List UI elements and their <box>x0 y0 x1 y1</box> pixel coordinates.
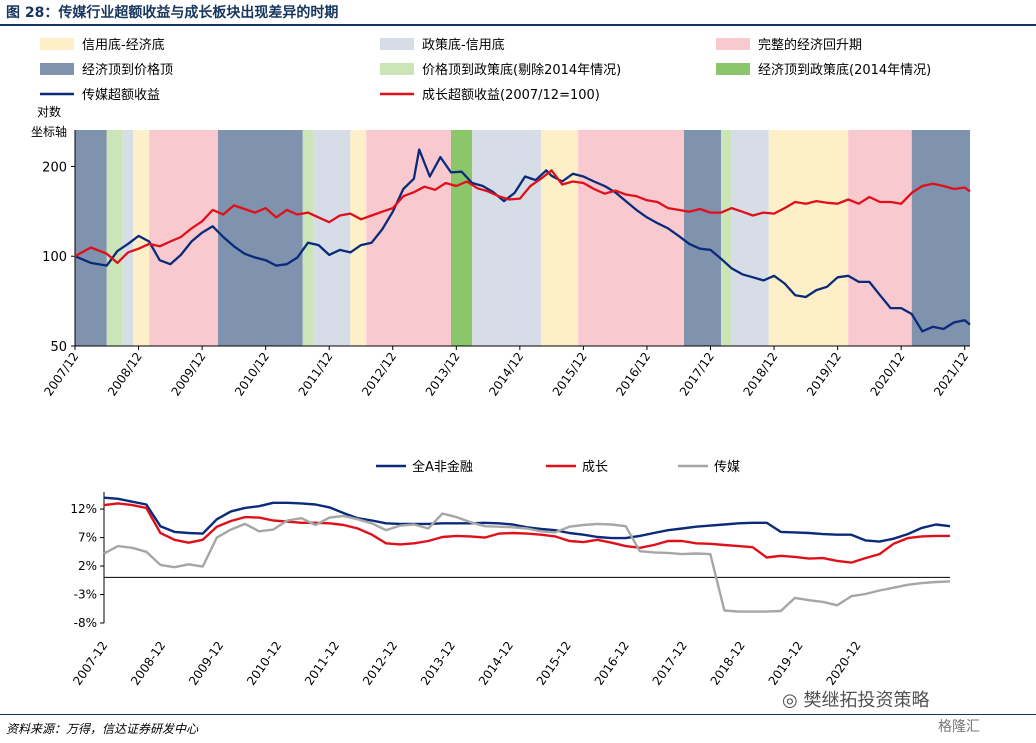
x-tick-label: 2014-12 <box>476 639 516 688</box>
series-line-allA_nonfin <box>103 496 951 543</box>
x-tick-label: 2008-12 <box>128 639 168 688</box>
y-tick-label: -8% <box>74 616 97 630</box>
legend-label: 成长超额收益(2007/12=100) <box>422 88 600 103</box>
phase-band <box>721 130 732 346</box>
wechat-icon: ◎ <box>782 690 798 711</box>
source-rule <box>0 714 1036 715</box>
y-tick-label: 200 <box>42 160 67 175</box>
series-line-growth_roe <box>103 502 950 564</box>
x-tick-label: 2016-12 <box>592 639 632 688</box>
x-tick-label: 2012/12 <box>359 350 399 399</box>
legend-label: 经济顶到政策底(2014年情况) <box>758 62 931 78</box>
legend-label: 成长 <box>582 460 608 475</box>
y-tick-label: 12% <box>70 502 97 516</box>
legend-swatch <box>380 38 414 50</box>
title-rule <box>0 24 1036 26</box>
x-tick-label: 2019/12 <box>804 350 844 399</box>
x-tick-label: 2007-12 <box>70 639 110 688</box>
phase-band <box>302 130 314 346</box>
legend-swatch <box>380 63 414 75</box>
legend-label: 完整的经济回升期 <box>758 37 862 53</box>
x-tick-label: 2008/12 <box>105 350 145 399</box>
phase-band <box>768 130 849 346</box>
x-tick-label: 2019-12 <box>766 639 806 688</box>
legend-swatch <box>716 63 750 75</box>
legend-label: 政策底-信用底 <box>422 37 505 53</box>
phase-band <box>472 130 542 346</box>
y-tick-label: 2% <box>78 559 97 573</box>
x-tick-label: 2017/12 <box>677 350 717 399</box>
x-tick-label: 2020-12 <box>824 639 864 688</box>
x-tick-label: 2018/12 <box>740 350 780 399</box>
x-tick-label: 2009/12 <box>168 350 208 399</box>
legend-swatch <box>40 38 74 50</box>
legend-label: 传媒 <box>714 460 740 475</box>
legend-label: 价格顶到政策底(剔除2014年情况) <box>422 62 621 78</box>
series-line-growth_excess <box>74 169 971 265</box>
watermark: ◎ 樊继拓投资策略 <box>782 686 929 712</box>
phase-band <box>149 130 218 346</box>
phase-band <box>451 130 473 346</box>
phase-band <box>217 130 303 346</box>
watermark-logo: 格隆汇 <box>938 719 980 735</box>
phase-band <box>578 130 685 346</box>
chart-roe: -8% -3% 2% 7% 12% 2007-12 2008-12 2009-12 2010-1… <box>70 459 951 688</box>
phase-band <box>848 130 912 346</box>
phase-band <box>366 130 452 346</box>
phase-band <box>106 130 123 346</box>
phase-band <box>350 130 367 346</box>
legend-label: 全A非金融 <box>412 459 473 475</box>
phase-band <box>75 130 107 346</box>
y-tick-label: -3% <box>74 588 97 602</box>
x-tick-label: 2013/12 <box>423 350 463 399</box>
x-tick-label: 2017-12 <box>650 639 690 688</box>
phase-band <box>684 130 722 346</box>
y-tick-label: 50 <box>50 340 67 355</box>
x-tick-label: 2021/12 <box>931 350 971 399</box>
x-tick-label: 2012-12 <box>360 639 400 688</box>
x-tick-label: 2013-12 <box>418 639 458 688</box>
legend-label: 传媒超额收益 <box>82 88 160 103</box>
phase-band <box>731 130 769 346</box>
legend-label: 信用底-经济底 <box>82 37 165 53</box>
x-tick-label: 2020/12 <box>868 350 908 399</box>
series-line-media_roe <box>103 512 951 613</box>
x-tick-label: 2011-12 <box>302 639 342 688</box>
x-tick-label: 2014/12 <box>486 350 526 399</box>
x-tick-label: 2009-12 <box>186 639 226 688</box>
x-tick-label: 2010/12 <box>232 350 272 399</box>
legend-swatch <box>40 63 74 75</box>
figure-title: 图 28：传媒行业超额收益与成长板块出现差异的时期 <box>6 5 339 21</box>
x-tick-label: 2015-12 <box>534 639 574 688</box>
source-note: 资料来源：万得，信达证券研发中心 <box>6 722 199 736</box>
phase-band <box>911 130 970 346</box>
series-line-media_excess <box>74 148 971 333</box>
legend-label: 经济顶到价格顶 <box>82 62 173 78</box>
y-axis-label: 对数 <box>37 104 61 119</box>
y-axis-label: 坐标轴 <box>31 124 67 139</box>
x-tick-label: 2016/12 <box>613 350 653 399</box>
phase-band <box>541 130 579 346</box>
watermark-text: 樊继拓投资策略 <box>803 690 930 711</box>
phase-band <box>122 130 134 346</box>
x-tick-label: 2011/12 <box>296 350 336 399</box>
x-tick-label: 2010-12 <box>244 639 284 688</box>
legend-swatch <box>716 38 750 50</box>
phase-band <box>313 130 351 346</box>
y-tick-label: 100 <box>42 250 67 265</box>
x-tick-label: 2018-12 <box>708 639 748 688</box>
x-tick-label: 2007/12 <box>41 350 81 399</box>
x-tick-label: 2015/12 <box>550 350 590 399</box>
y-tick-label: 7% <box>78 531 97 545</box>
